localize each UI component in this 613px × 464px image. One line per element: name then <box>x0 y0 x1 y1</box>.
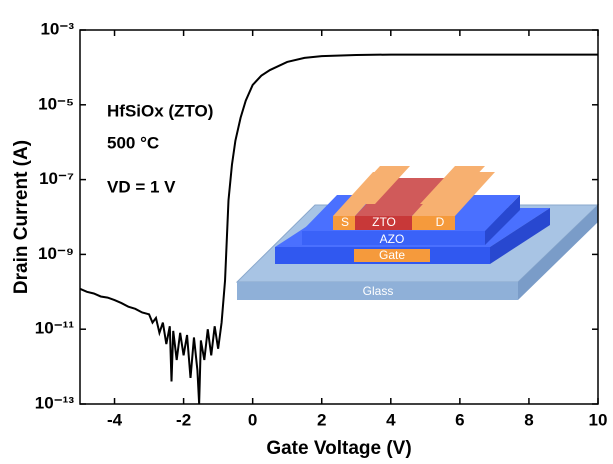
y-tick-label: 10⁻⁹ <box>38 244 74 263</box>
y-axis-title: Drain Current (A) <box>11 140 32 294</box>
x-tick-label: 2 <box>317 410 326 429</box>
inset-label: AZO <box>380 232 405 246</box>
inset-label: Gate <box>379 248 405 262</box>
inset-device <box>237 166 598 300</box>
x-tick-label: -4 <box>107 410 123 429</box>
x-axis-title: Gate Voltage (V) <box>266 438 411 459</box>
y-tick-label: 10⁻⁵ <box>38 94 74 113</box>
annotation: VD = 1 V <box>107 177 176 196</box>
inset-label: ZTO <box>372 215 396 229</box>
x-tick-label: 0 <box>248 410 257 429</box>
x-tick-label: 8 <box>524 410 533 429</box>
chart: -4 -2 0 2 4 6 8 10 10⁻³ 10⁻⁵ 10⁻⁷ 10⁻⁹ 10⁻¹¹ 10⁻¹³ Gat… <box>0 0 613 464</box>
y-tick-label: 10⁻³ <box>40 19 74 38</box>
inset-label: Glass <box>363 284 394 298</box>
y-tick-label: 10⁻⁷ <box>39 169 74 188</box>
x-tick-label: 4 <box>386 410 396 429</box>
inset-label: D <box>436 215 445 229</box>
x-tick-label: 10 <box>589 410 608 429</box>
annotation: HfSiOx (ZTO) <box>107 101 213 120</box>
inset-label: S <box>341 215 349 229</box>
y-tick-label: 10⁻¹³ <box>35 393 75 412</box>
x-tick-label: 6 <box>455 410 464 429</box>
x-tick-label: -2 <box>176 410 191 429</box>
annotation: 500 °C <box>107 133 159 152</box>
y-tick-label: 10⁻¹¹ <box>35 319 75 338</box>
drain-front <box>412 216 455 230</box>
